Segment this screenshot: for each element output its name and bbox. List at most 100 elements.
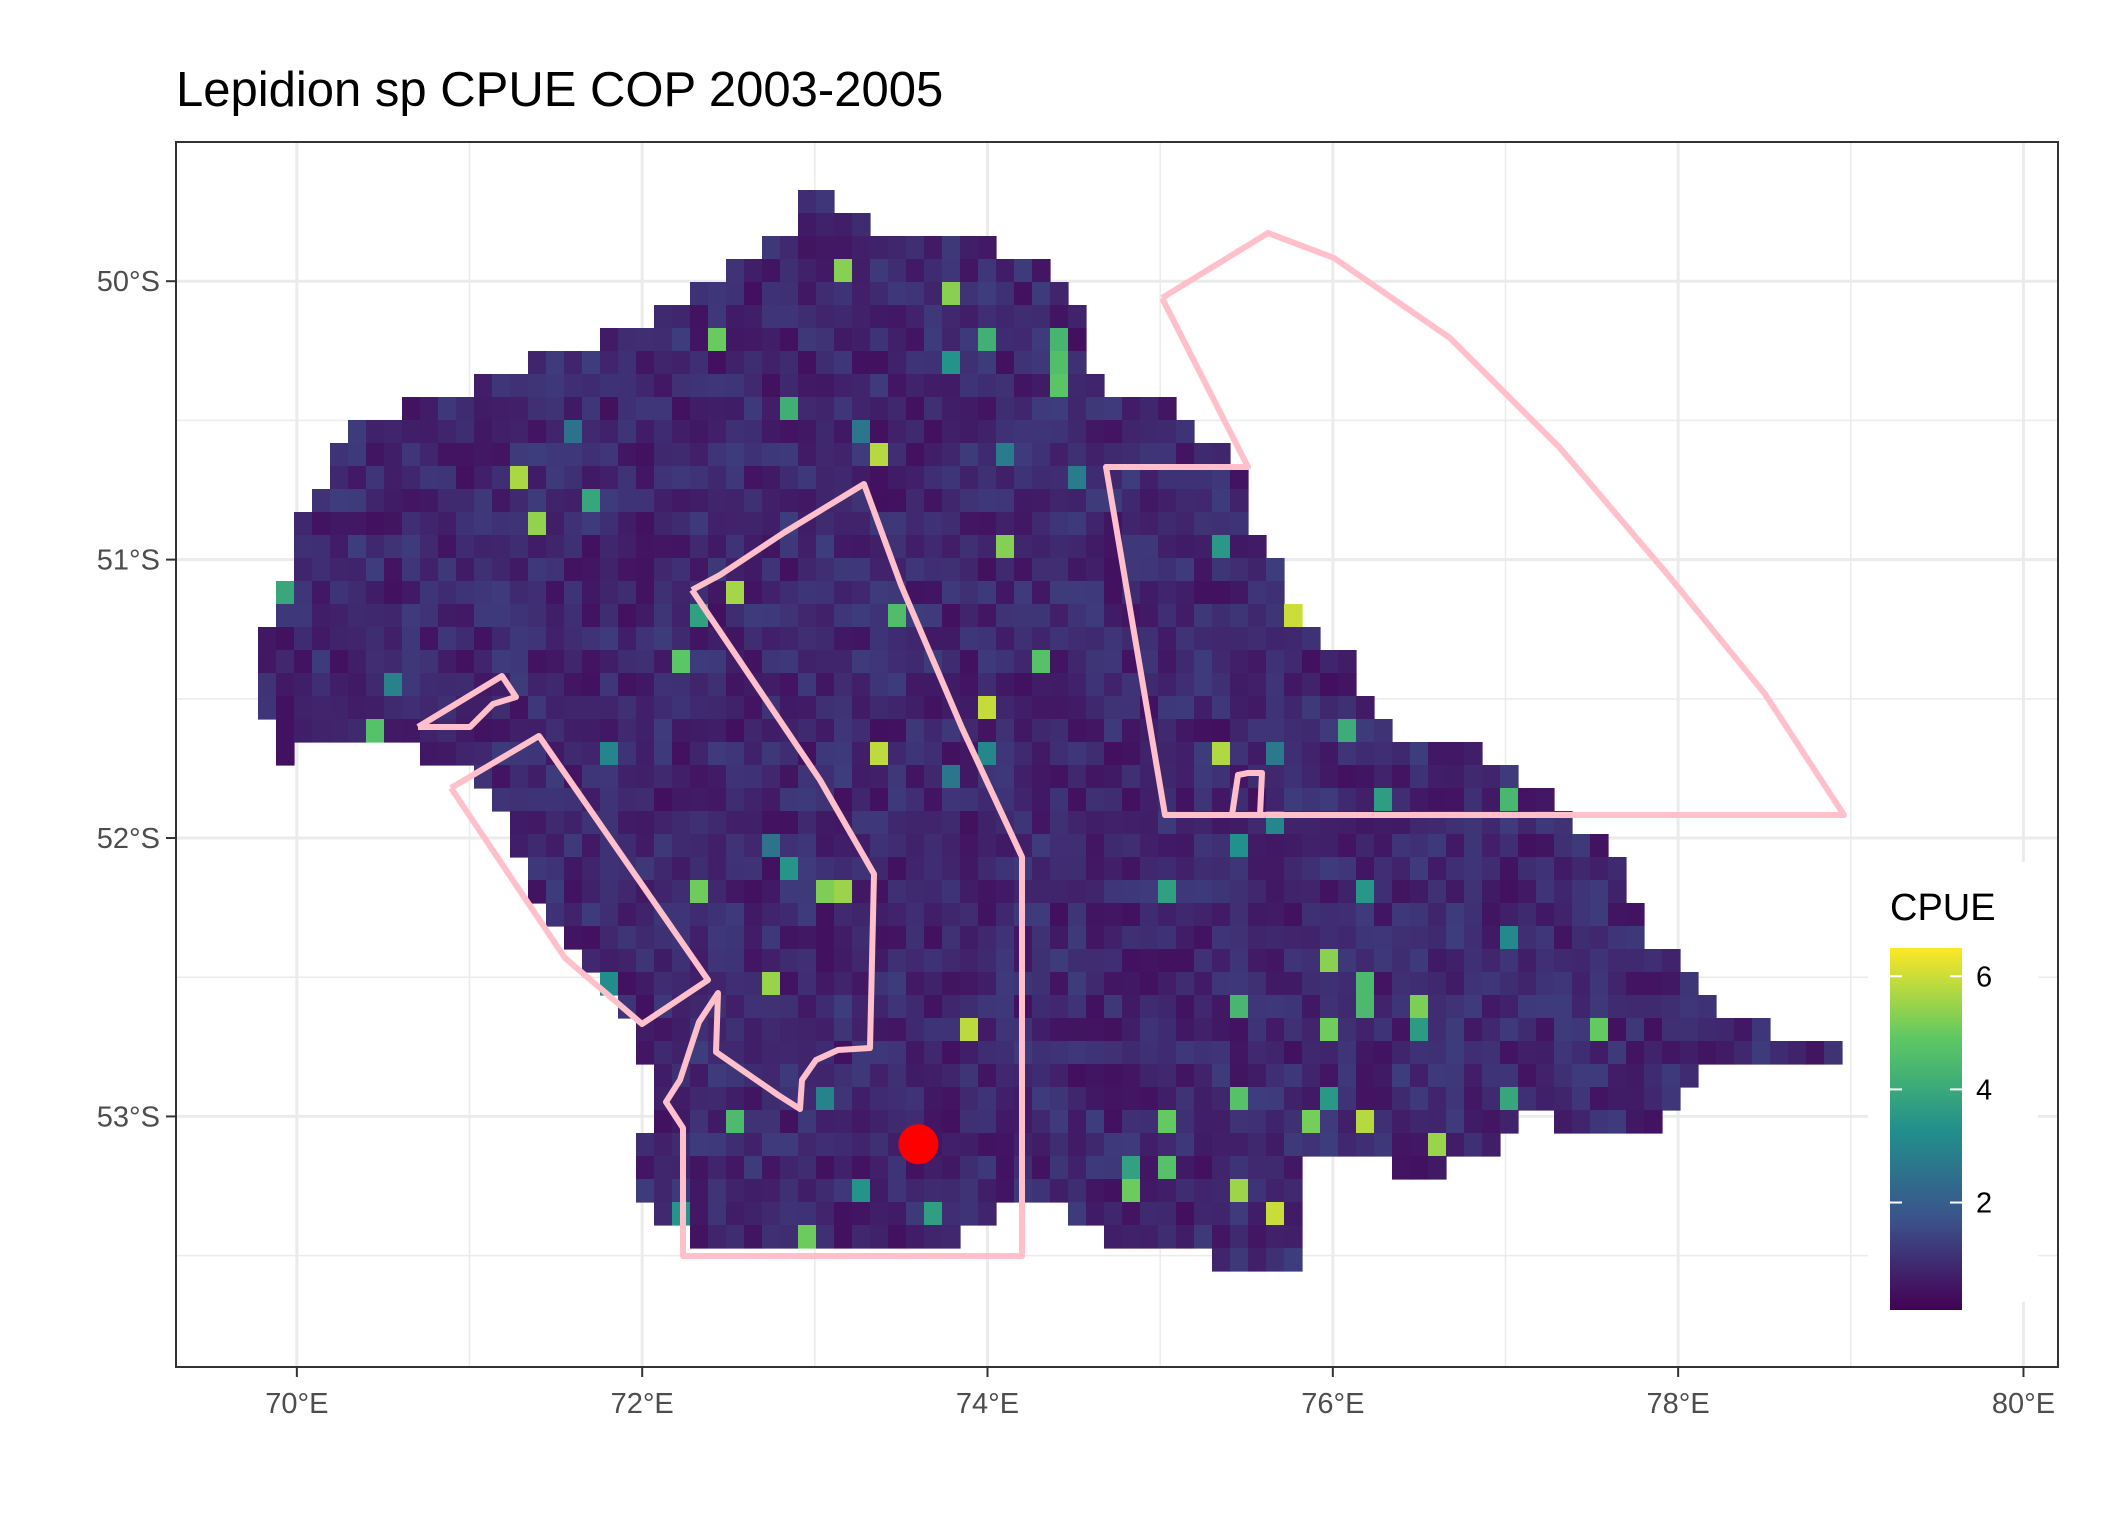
cpue-cell [924,535,943,559]
cpue-cell [942,834,961,858]
cpue-cell [1248,1018,1267,1042]
cpue-cell [744,995,763,1019]
cpue-cell [1194,1087,1213,1111]
cpue-cell [1122,1064,1141,1088]
cpue-cell [1068,1133,1087,1157]
cpue-cell [348,512,367,536]
cpue-cell [960,558,979,582]
cpue-cell [690,558,709,582]
cpue-cell [1248,1248,1267,1272]
cpue-cell [816,443,835,467]
cpue-cell [1212,1018,1231,1042]
cpue-cell [816,650,835,674]
cpue-cell [1032,305,1051,329]
cpue-cell [762,742,781,766]
cpue-cell [1158,420,1177,444]
cpue-cell [1194,765,1213,789]
cpue-cell [726,1156,745,1180]
cpue-cell [942,995,961,1019]
cpue-cell [870,811,889,835]
cpue-cell [1158,604,1177,628]
cpue-cell [510,834,529,858]
cpue-cell [924,374,943,398]
cpue-cell [996,742,1015,766]
cpue-cell [384,466,403,490]
cpue-cell [960,259,979,283]
cpue-cell [636,742,655,766]
cpue-cell [276,650,295,674]
cpue-cell [1158,1064,1177,1088]
cpue-cell [726,328,745,352]
cpue-cell [1464,995,1483,1019]
cpue-cell [1050,1156,1069,1180]
cpue-cell [402,512,421,536]
cpue-cell [510,650,529,674]
cpue-cell [1230,1064,1249,1088]
cpue-cell [1212,719,1231,743]
cpue-cell [834,1156,853,1180]
cpue-cell [708,512,727,536]
cpue-cell [1050,466,1069,490]
cpue-cell [978,995,997,1019]
cpue-cell [996,282,1015,306]
cpue-cell [1014,305,1033,329]
cpue-cell [1086,1202,1105,1226]
cpue-cell [744,443,763,467]
cpue-cell [690,811,709,835]
cpue-cell [1068,1041,1087,1065]
cpue-cell [942,236,961,260]
cpue-cell [942,558,961,582]
cpue-cell [870,742,889,766]
cpue-cell [654,719,673,743]
cpue-cell [888,903,907,927]
cpue-cell [618,696,637,720]
cpue-cell [1050,788,1069,812]
cpue-cell [654,328,673,352]
cpue-cell [492,374,511,398]
cpue-cell [1194,1156,1213,1180]
cpue-cell [726,604,745,628]
cpue-cell [1338,788,1357,812]
cpue-cell [906,650,925,674]
cpue-cell [762,1110,781,1134]
cpue-cell [1662,1018,1681,1042]
cpue-cell [690,949,709,973]
cpue-cell [1572,903,1591,927]
cpue-cell [978,1110,997,1134]
cpue-cell [1212,1064,1231,1088]
cpue-cell [636,834,655,858]
cpue-cell [960,351,979,375]
cpue-cell [1590,1041,1609,1065]
cpue-cell [1050,397,1069,421]
cpue-cell [672,696,691,720]
cpue-cell [1572,972,1591,996]
cpue-cell [1680,972,1699,996]
cpue-cell [690,305,709,329]
cpue-cell [1626,949,1645,973]
cpue-cell [996,328,1015,352]
cpue-cell [1536,834,1555,858]
cpue-cell [564,374,583,398]
map-panel [175,141,2059,1368]
cpue-cell [780,949,799,973]
cpue-cell [1032,1133,1051,1157]
cpue-cell [708,765,727,789]
cpue-cell [618,535,637,559]
cpue-cell [1140,949,1159,973]
cpue-cell [564,351,583,375]
cpue-cell [888,489,907,513]
cpue-cell [1302,765,1321,789]
cpue-cell [1428,1087,1447,1111]
cpue-cell [1698,1018,1717,1042]
cpue-cell [870,696,889,720]
cpue-cell [1140,581,1159,605]
cpue-cell [1284,673,1303,697]
cpue-cell [780,1041,799,1065]
cpue-cell [888,374,907,398]
cpue-cell [708,673,727,697]
cpue-cell [1446,995,1465,1019]
cpue-cell [978,627,997,651]
cpue-cell [1194,1133,1213,1157]
cpue-cell [1302,995,1321,1019]
cpue-cell [672,880,691,904]
